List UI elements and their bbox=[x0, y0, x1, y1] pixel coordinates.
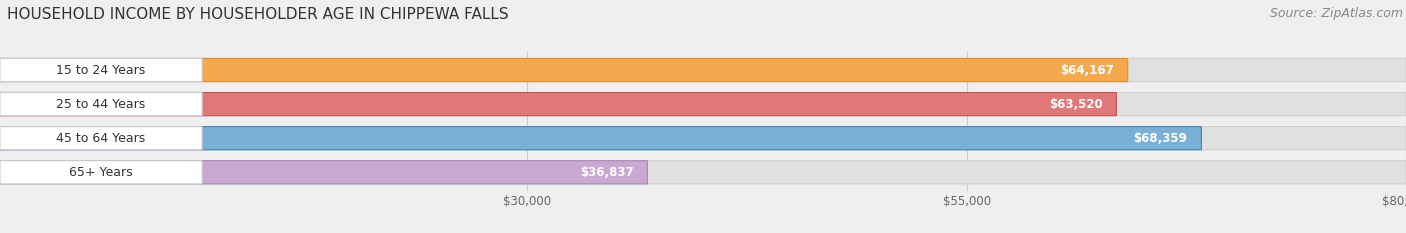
FancyBboxPatch shape bbox=[0, 93, 1406, 116]
Text: Source: ZipAtlas.com: Source: ZipAtlas.com bbox=[1270, 7, 1403, 20]
Text: 45 to 64 Years: 45 to 64 Years bbox=[56, 132, 146, 145]
Text: $63,520: $63,520 bbox=[1049, 98, 1102, 111]
FancyBboxPatch shape bbox=[0, 58, 1406, 82]
Text: 65+ Years: 65+ Years bbox=[69, 166, 134, 179]
Text: $36,837: $36,837 bbox=[579, 166, 633, 179]
FancyBboxPatch shape bbox=[0, 93, 1116, 116]
Text: 15 to 24 Years: 15 to 24 Years bbox=[56, 64, 146, 76]
FancyBboxPatch shape bbox=[0, 127, 1406, 150]
FancyBboxPatch shape bbox=[0, 127, 202, 150]
FancyBboxPatch shape bbox=[0, 58, 1128, 82]
FancyBboxPatch shape bbox=[0, 93, 202, 116]
FancyBboxPatch shape bbox=[0, 161, 647, 184]
Text: 25 to 44 Years: 25 to 44 Years bbox=[56, 98, 146, 111]
Text: $64,167: $64,167 bbox=[1060, 64, 1114, 76]
FancyBboxPatch shape bbox=[0, 127, 1201, 150]
Text: $68,359: $68,359 bbox=[1133, 132, 1187, 145]
FancyBboxPatch shape bbox=[0, 161, 1406, 184]
Text: HOUSEHOLD INCOME BY HOUSEHOLDER AGE IN CHIPPEWA FALLS: HOUSEHOLD INCOME BY HOUSEHOLDER AGE IN C… bbox=[7, 7, 509, 22]
FancyBboxPatch shape bbox=[0, 58, 202, 82]
FancyBboxPatch shape bbox=[0, 161, 202, 184]
